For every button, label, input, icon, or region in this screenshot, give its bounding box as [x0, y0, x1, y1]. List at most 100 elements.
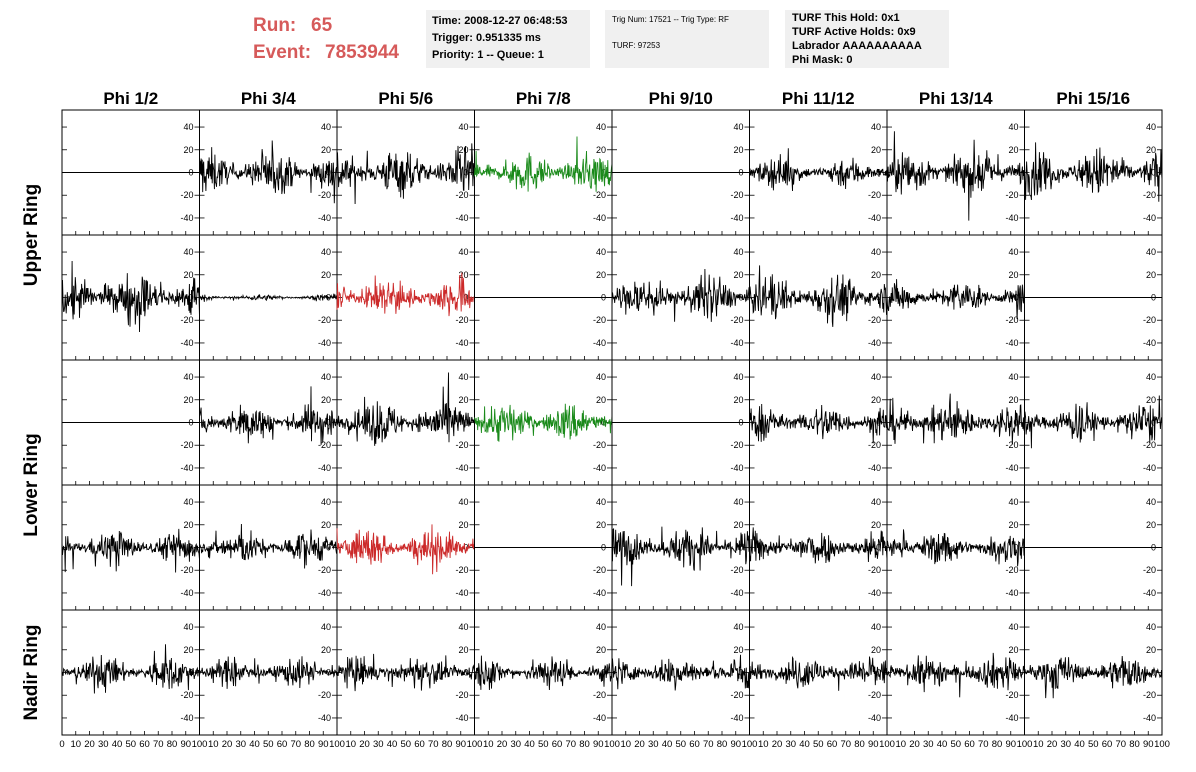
x-tick-label: 30	[510, 739, 521, 750]
y-tick-label: 40	[183, 497, 193, 507]
waveform-line-r2-c5	[749, 403, 888, 444]
y-tick-label: 0	[1151, 168, 1156, 178]
x-tick-label: 40	[524, 739, 535, 750]
x-tick-label: 100	[742, 739, 758, 750]
y-tick-label: -20	[1143, 690, 1156, 700]
y-tick-label: 40	[321, 497, 331, 507]
y-tick-label: 40	[321, 372, 331, 382]
waveform-line-r1-c1	[199, 293, 338, 302]
y-tick-label: -40	[180, 713, 193, 723]
y-tick-label: 20	[1008, 270, 1018, 280]
waveform-line-r1-c4	[611, 268, 750, 322]
y-tick-label: -20	[593, 190, 606, 200]
trig-num-text: Trig Num: 17521 -- Trig Type: RF	[612, 15, 729, 24]
y-tick-label: 20	[871, 270, 881, 280]
x-tick-label: 80	[717, 739, 728, 750]
y-tick-label: -20	[593, 690, 606, 700]
panel-r3-c6: -40 -20 0 20 40	[886, 484, 1025, 611]
y-tick-label: 40	[183, 247, 193, 257]
y-tick-label: 20	[1146, 520, 1156, 530]
y-tick-label: 20	[458, 270, 468, 280]
y-tick-label: -20	[455, 565, 468, 575]
phi-mask-text: Phi Mask: 0	[792, 54, 853, 66]
phi-column-headers: Phi 1/2 Phi 3/4 Phi 5/6 Phi 7/8 Phi 9/10 Phi …	[103, 89, 1130, 108]
panel-r2-c1: -40 -20 0 20 40	[199, 359, 338, 486]
x-tick-label: 50	[813, 739, 824, 750]
x-tick-label: 70	[428, 739, 439, 750]
y-tick-label: 20	[183, 270, 193, 280]
y-tick-label: -40	[730, 463, 743, 473]
panel-r2-c2: -40 -20 0 20 40	[336, 359, 475, 486]
y-tick-label: -20	[318, 690, 331, 700]
y-tick-label: 0	[1013, 543, 1018, 553]
waveform-line-r2-c7	[1024, 395, 1163, 449]
waveform-line-r0-c1	[199, 140, 338, 204]
y-tick-label: -20	[868, 565, 881, 575]
y-tick-label: -20	[593, 315, 606, 325]
x-tick-label: 10	[208, 739, 219, 750]
y-tick-label: -20	[1005, 440, 1018, 450]
y-tick-label: 0	[1151, 418, 1156, 428]
y-tick-label: -40	[1143, 713, 1156, 723]
y-tick-label: 40	[458, 372, 468, 382]
ring-label-1: Lower Ring	[21, 433, 42, 536]
event-value: 7853944	[325, 42, 399, 63]
y-tick-label: 40	[596, 497, 606, 507]
waveform-line-r4-c7	[1024, 655, 1163, 699]
x-tick-label: 100	[1017, 739, 1033, 750]
y-tick-label: 20	[596, 645, 606, 655]
y-tick-label: -40	[318, 463, 331, 473]
x-tick-label: 10	[1033, 739, 1044, 750]
x-tick-label: 40	[799, 739, 810, 750]
turf-hold-text: TURF This Hold: 0x1	[792, 12, 900, 24]
y-tick-label: -20	[1143, 440, 1156, 450]
waveform-line-r1-c0	[61, 260, 200, 333]
y-tick-label: -40	[318, 588, 331, 598]
y-tick-label: 40	[1146, 247, 1156, 257]
x-tick-label: 100	[467, 739, 483, 750]
y-tick-label: 40	[733, 372, 743, 382]
waveform-line-r0-c3	[474, 136, 613, 192]
y-tick-label: 20	[733, 145, 743, 155]
waveform-line-r2-c6	[886, 393, 1025, 445]
y-tick-label: -20	[868, 440, 881, 450]
run-value: 65	[311, 15, 333, 36]
y-tick-label: -40	[1005, 463, 1018, 473]
x-tick-label: 70	[565, 739, 576, 750]
trigger-text: Trigger: 0.951335 ms	[432, 32, 541, 44]
y-tick-label: 40	[183, 622, 193, 632]
y-tick-label: 20	[183, 145, 193, 155]
y-tick-label: -20	[1005, 690, 1018, 700]
x-tick-label: 80	[579, 739, 590, 750]
waveform-line-r2-c1	[199, 386, 338, 445]
y-tick-label: 20	[1008, 145, 1018, 155]
y-tick-label: -20	[318, 565, 331, 575]
time-info-box: Time: 2008-12-27 06:48:53 Trigger: 0.951…	[426, 10, 590, 68]
x-tick-label: 40	[112, 739, 123, 750]
waveform-line-r3-c5	[749, 527, 888, 564]
y-tick-label: -40	[180, 588, 193, 598]
x-tick-label: 70	[153, 739, 164, 750]
y-tick-label: -40	[1005, 713, 1018, 723]
x-tick-label: 30	[785, 739, 796, 750]
ring-labels: Upper Ring Lower Ring Nadir Ring	[21, 184, 42, 721]
y-tick-label: -20	[180, 565, 193, 575]
priority-text: Priority: 1 -- Queue: 1	[432, 49, 544, 61]
ring-label-0: Upper Ring	[21, 184, 42, 286]
y-tick-label: 40	[871, 622, 881, 632]
y-tick-label: -40	[180, 338, 193, 348]
waveform-line-r3-c2	[336, 524, 475, 575]
x-tick-label: 60	[827, 739, 838, 750]
y-tick-label: 20	[458, 645, 468, 655]
waveform-line-r0-c7	[1024, 142, 1163, 202]
y-tick-label: 40	[1008, 247, 1018, 257]
x-tick-label: 100	[192, 739, 208, 750]
y-tick-label: -40	[593, 338, 606, 348]
y-tick-label: 20	[871, 645, 881, 655]
